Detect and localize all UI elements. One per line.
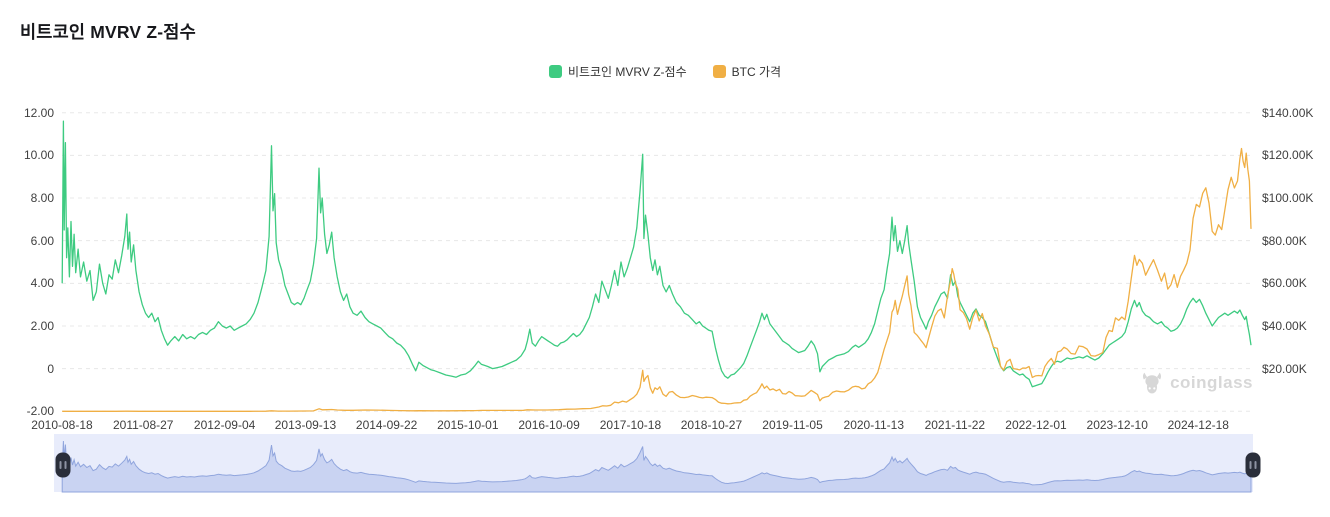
- y-axis-label-right: $100.00K: [1262, 191, 1314, 205]
- chart-legend: 비트코인 MVRV Z-점수 BTC 가격: [0, 63, 1330, 80]
- x-axis-label: 2018-10-27: [680, 418, 743, 432]
- pause-icon: [59, 461, 62, 469]
- legend-marker-btc-icon: [712, 65, 726, 78]
- x-axis-label: 2024-12-18: [1167, 418, 1229, 432]
- pause-icon: [1249, 461, 1252, 469]
- legend-marker-mvrv-icon: [548, 65, 562, 78]
- navigator-right-handle[interactable]: [1245, 452, 1261, 478]
- x-axis-label: 2021-11-22: [924, 418, 986, 432]
- y-axis-label-right: $40.00K: [1262, 318, 1307, 333]
- y-axis-label-left: 12.00: [23, 105, 54, 120]
- y-axis-label-right: $140.00K: [1262, 105, 1314, 120]
- pause-icon: [1254, 461, 1257, 469]
- y-axis-label-left: 0: [47, 361, 54, 376]
- legend-item-mvrv[interactable]: 비트코인 MVRV Z-점수: [548, 63, 687, 80]
- y-axis-label-left: 8.00: [30, 191, 54, 205]
- legend-label-btc: BTC 가격: [731, 65, 782, 79]
- y-axis-label-left: 10.00: [23, 148, 54, 163]
- coinglass-bull-icon: [1143, 372, 1162, 394]
- x-axis-label: 2012-09-04: [193, 418, 256, 432]
- y-axis-label-right: $80.00K: [1262, 233, 1307, 248]
- pause-icon: [64, 461, 67, 469]
- legend-item-btc-price[interactable]: BTC 가격: [712, 63, 782, 80]
- btc-price-line: [62, 147, 1252, 412]
- x-axis-label: 2015-10-01: [437, 418, 499, 432]
- x-axis-label: 2014-09-22: [355, 418, 418, 432]
- y-axis-label-left: 2.00: [30, 318, 54, 333]
- navigator-area: [61, 440, 1252, 493]
- page-title: 비트코인 MVRV Z-점수: [20, 22, 196, 42]
- x-axis-label: 2022-12-01: [1005, 418, 1067, 432]
- mvrv-line: [61, 120, 1252, 388]
- y-axis-label-right: $60.00K: [1262, 276, 1307, 291]
- x-axis-label: 2019-11-05: [762, 418, 823, 432]
- y-axis-label-left: 4.00: [30, 276, 54, 291]
- y-axis-label-left: 6.00: [30, 233, 54, 248]
- y-axis-label-left: -2.00: [26, 404, 54, 419]
- x-axis-label: 2017-10-18: [599, 418, 662, 432]
- x-axis-label: 2016-10-09: [518, 418, 580, 432]
- y-axis-label-right: $120.00K: [1262, 148, 1314, 163]
- y-axis-label-right: $20.00K: [1262, 361, 1307, 376]
- x-axis-label: 2020-11-13: [843, 418, 905, 432]
- x-axis-label: 2013-09-13: [274, 418, 337, 432]
- x-axis-label: 2023-12-10: [1086, 418, 1148, 432]
- coinglass-watermark: coinglass: [1140, 371, 1253, 395]
- x-axis-label: 2011-08-27: [112, 418, 174, 432]
- watermark-text: coinglass: [1170, 373, 1253, 392]
- navigator-left-handle[interactable]: [55, 452, 71, 478]
- x-axis-label: 2010-08-18: [31, 418, 93, 432]
- legend-label-mvrv: 비트코인 MVRV Z-점수: [567, 65, 687, 79]
